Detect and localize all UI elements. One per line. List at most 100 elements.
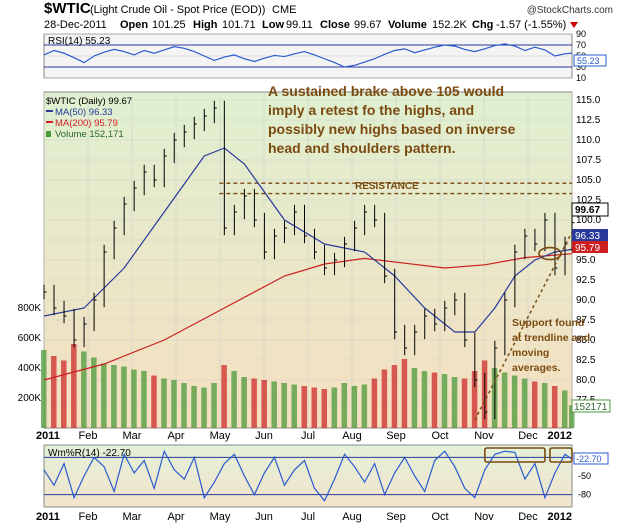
symbol-title: $WTIC: [44, 0, 91, 17]
volume-bar: [291, 384, 297, 428]
low-label: Low: [262, 19, 284, 31]
volume-bar: [61, 360, 67, 428]
volume-bar: [441, 374, 448, 428]
volume-bar: [501, 372, 508, 428]
volume-bar: [331, 387, 338, 428]
x-tick-label-bottom: Nov: [474, 511, 494, 523]
volume-bar: [161, 378, 167, 428]
volume-bar: [41, 350, 47, 428]
volume-bar: [271, 381, 277, 428]
rsi-label: RSI(14): [48, 36, 82, 47]
rsi-tick-label: 90: [576, 29, 586, 39]
x-tick-label-top: 2011: [36, 430, 60, 442]
volume-bar: [321, 389, 328, 428]
price-tick-label: 107.5: [576, 155, 601, 166]
price-tick-label: 92.5: [576, 275, 596, 286]
x-tick-label-bottom: Jun: [255, 511, 273, 523]
volume-bar: [431, 372, 438, 428]
price-tick-label: 82.5: [576, 355, 596, 366]
close-value-box: [571, 202, 609, 217]
annotation-line-3: possibly new highs based on inverse: [268, 121, 516, 137]
symbol-name: (Light Crude Oil - Spot Price (EOD)): [90, 4, 265, 16]
volume-bar: [181, 383, 187, 428]
willr-value-box-text: -22.70: [576, 454, 602, 464]
price-tick-label: 115.0: [576, 95, 601, 106]
price-legend-main: $WTIC (Daily) 99.67: [46, 96, 132, 107]
price-tick-label: 110.0: [576, 135, 601, 146]
ma200-value-box: [572, 241, 608, 253]
x-tick-label-bottom: Jul: [301, 511, 315, 523]
x-tick-label-top: Aug: [342, 430, 362, 442]
willr-layer: -80 -50: [43, 447, 591, 502]
volume-bar: [241, 377, 247, 428]
support-trendline: [474, 231, 573, 421]
willr-line: [43, 449, 573, 502]
close-value: 99.67: [354, 19, 382, 31]
x-tick-label-bottom: Oct: [431, 511, 448, 523]
quote-line: 28-Dec-2011 Open 101.25 High 101.71 Low …: [44, 19, 566, 31]
price-legend: $WTIC (Daily) 99.67 MA(50) 96.33 MA(200)…: [46, 96, 132, 140]
volume-tick-label: 600K: [18, 333, 42, 344]
volume-bar: [511, 375, 518, 428]
volume-bar: [371, 378, 378, 428]
close-label: Close: [320, 19, 350, 31]
support-circle: [538, 246, 562, 261]
volume-tick-label: 400K: [18, 363, 42, 374]
volume-bar: [51, 356, 57, 428]
watermark: @StockCharts.com: [527, 5, 613, 16]
price-tick-label: 90.0: [576, 295, 596, 306]
x-tick-label-top: Mar: [123, 430, 142, 442]
volume-bar: [391, 365, 398, 428]
volume-bar: [301, 386, 307, 428]
volume-bar: [541, 383, 548, 428]
x-tick-label-top: Jul: [301, 430, 315, 442]
ma200-legend: MA(200) 95.79: [55, 118, 118, 129]
willr-tick-label: -50: [578, 471, 591, 481]
volume-bar: [361, 384, 368, 428]
volume-bar: [569, 405, 575, 428]
volume-bar: [461, 378, 468, 428]
x-tick-label-bottom: Feb: [79, 511, 98, 523]
volume-legend-swatch: [46, 131, 51, 137]
rsi-tick-label: 70: [576, 40, 586, 50]
volume-label: Volume: [388, 19, 427, 31]
price-tick-label: 95.0: [576, 255, 596, 266]
x-tick-label-top: Jun: [255, 430, 273, 442]
volume-bar: [281, 383, 287, 428]
volume-bar: [151, 375, 157, 428]
ma200-value: 95.79: [94, 118, 118, 129]
ma50-label: MA(50): [55, 107, 86, 118]
volume-bar: [421, 371, 428, 428]
x-tick-label-top: Feb: [79, 430, 98, 442]
quote-date: 28-Dec-2011: [44, 19, 107, 31]
volume-bar: [121, 366, 127, 428]
ma50-legend-swatch: [46, 110, 53, 112]
x-tick-label-top: Sep: [386, 430, 406, 442]
rsi-value-box-text: 55.23: [577, 56, 600, 66]
price-series-label: $WTIC (Daily): [46, 96, 106, 107]
volume-bar: [531, 381, 538, 428]
rsi-line: [43, 43, 573, 68]
volume-bar: [231, 371, 237, 428]
volume-bar: [101, 363, 107, 428]
low-value: 99.11: [286, 19, 313, 31]
volume-bar: [211, 383, 217, 428]
volume-bar: [471, 371, 478, 428]
annotation-line-2: imply a retest fo the highs, and: [268, 102, 474, 118]
support-line-1: Support found: [512, 317, 584, 329]
volume-bar: [351, 386, 358, 428]
volume-series-value: 152,171: [89, 129, 123, 140]
volume-bar: [201, 387, 207, 428]
volume-bar: [341, 383, 348, 428]
rsi-tick-label: 30: [576, 62, 586, 72]
price-tick-label: 105.0: [576, 175, 601, 186]
volume-value: 152.2K: [432, 19, 468, 31]
x-tick-label-top: Dec: [518, 430, 538, 442]
price-tick-label: 85.0: [576, 335, 596, 346]
x-tick-label-bottom: Mar: [123, 511, 142, 523]
price-series-value: 99.67: [108, 96, 132, 107]
close-value-box-text: 99.67: [575, 205, 600, 216]
ma200-legend-swatch: [46, 121, 53, 123]
ma50-value: 96.33: [89, 107, 113, 118]
volume-bar: [81, 351, 87, 428]
